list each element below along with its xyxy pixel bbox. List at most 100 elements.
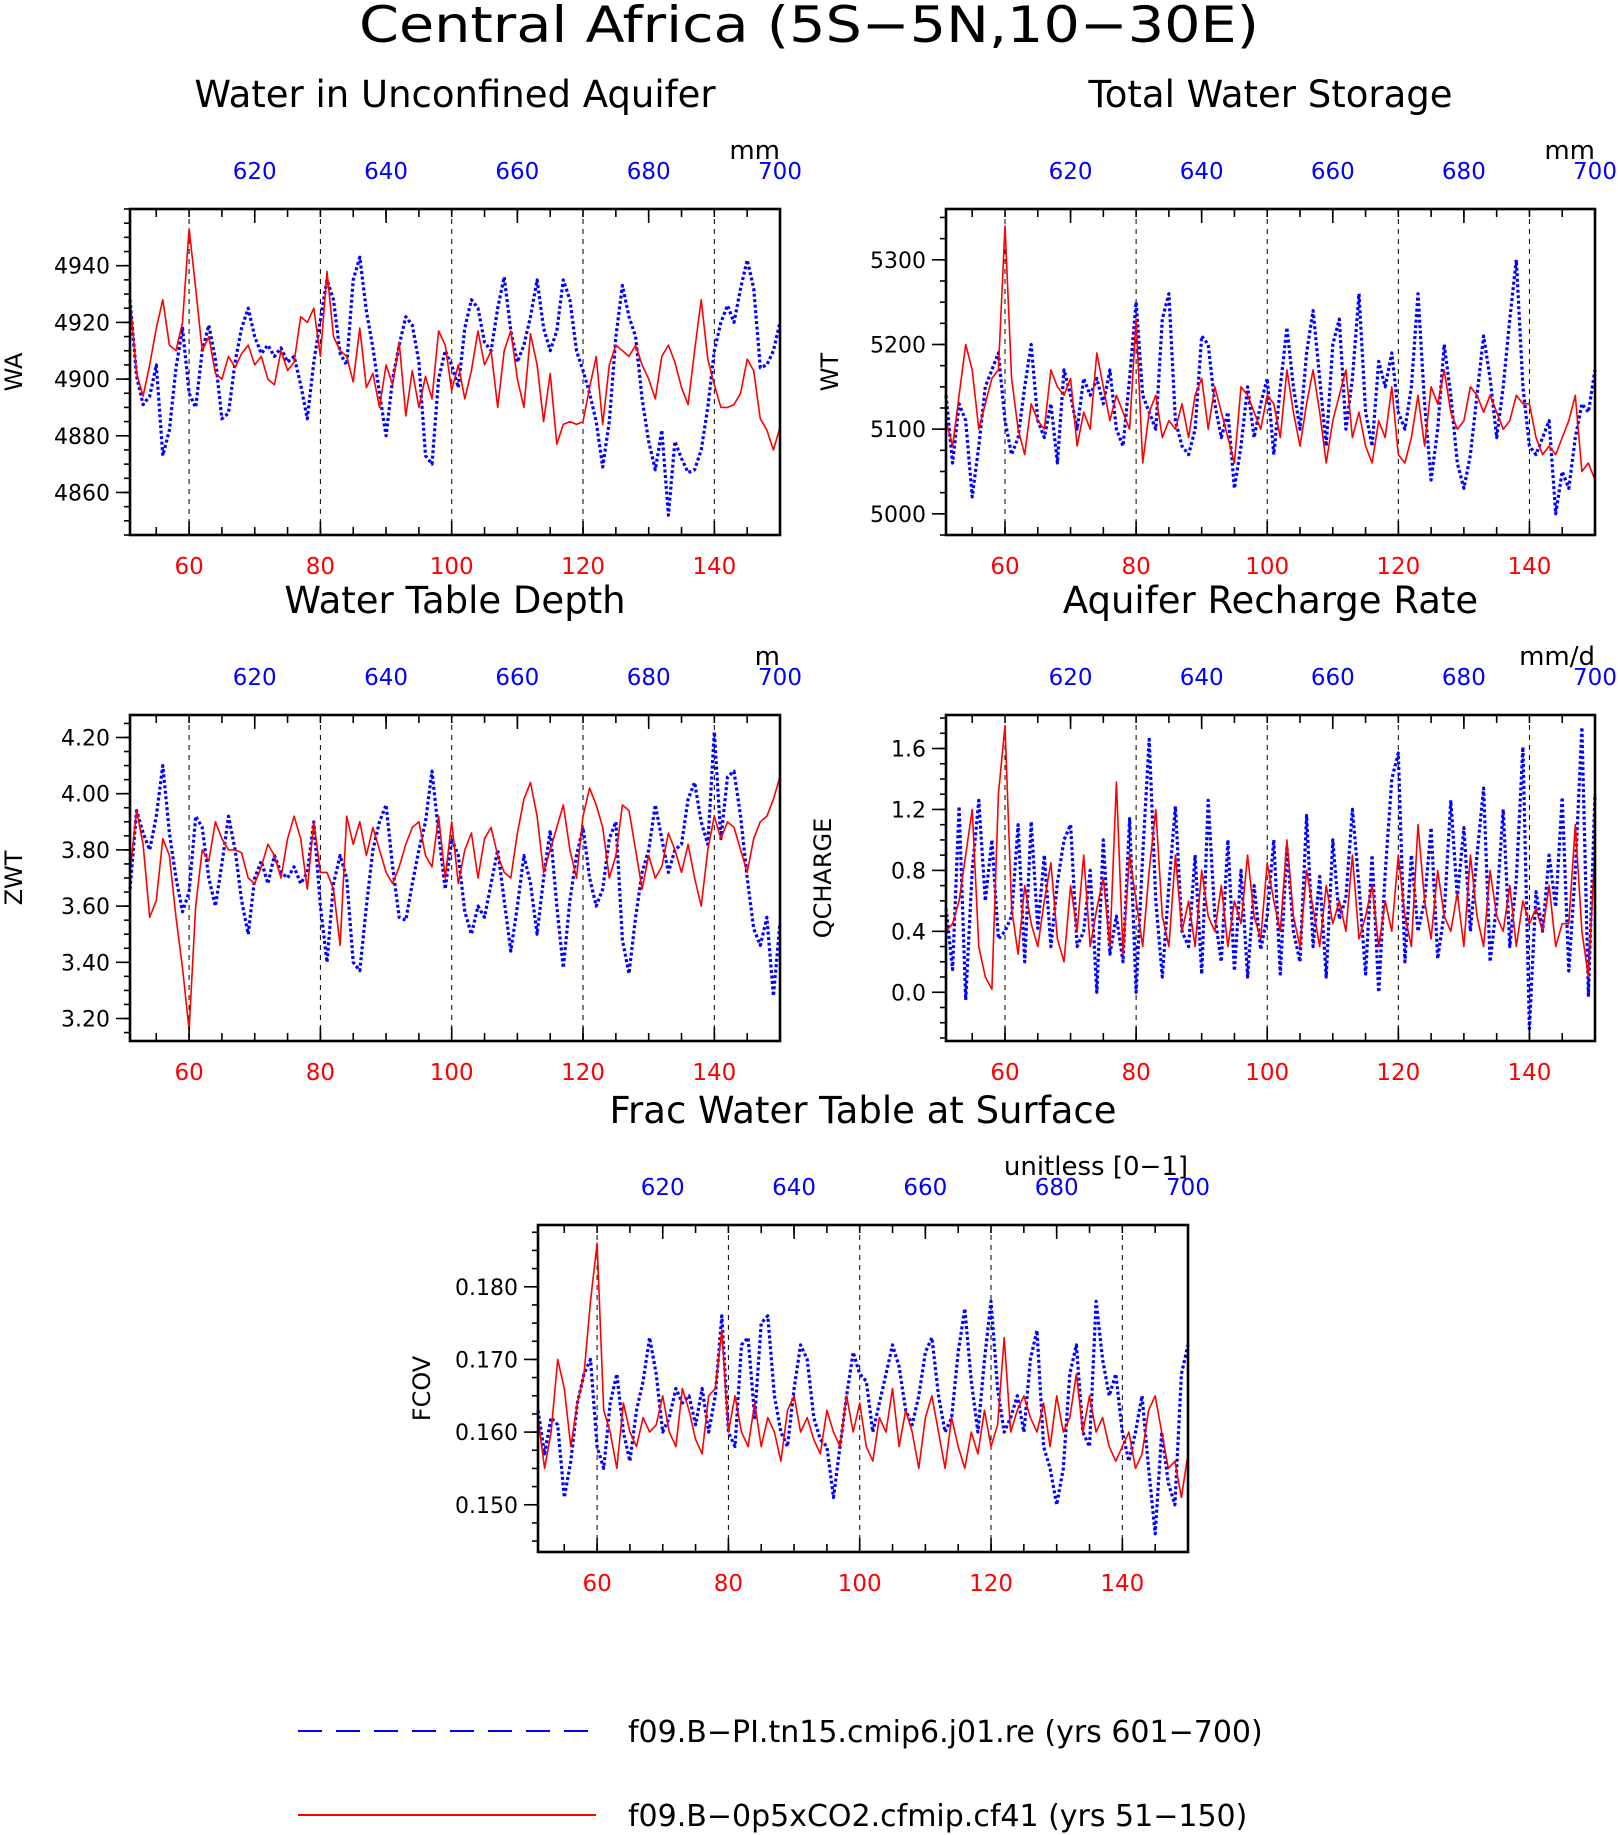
bottom-tick-label-water-table-depth-4: 140 — [692, 1060, 736, 1086]
top-tick-label-total-water-storage-3: 680 — [1442, 159, 1486, 185]
top-tick-label-water-table-depth-1: 640 — [364, 665, 408, 691]
y-tick-label-frac-water-table-3: 0.180 — [455, 1276, 518, 1301]
y-axis-label-water-table-depth: ZWT — [0, 850, 28, 905]
bottom-tick-label-frac-water-table-4: 140 — [1100, 1571, 1144, 1597]
y-tick-label-water-table-depth-4: 4.00 — [61, 783, 110, 808]
y-tick-label-water-in-aquifer-4: 4940 — [54, 255, 110, 280]
legend-label-run2: f09.B−0p5xCO2.cfmip.cf41 (yrs 51−150) — [628, 1799, 1247, 1834]
top-tick-label-water-table-depth-4: 700 — [758, 665, 802, 691]
bottom-tick-label-frac-water-table-3: 120 — [969, 1571, 1013, 1597]
y-tick-label-frac-water-table-0: 0.150 — [455, 1494, 518, 1519]
series-line-total-water-storage-run1 — [944, 258, 1597, 516]
series-line-total-water-storage-run2 — [945, 225, 1596, 481]
panel-title-total-water-storage: Total Water Storage — [1087, 73, 1452, 116]
bottom-tick-label-water-table-depth-1: 80 — [306, 1060, 335, 1086]
panel-aquifer-recharge: Aquifer Recharge Rate mm/d 0.0 0.4 0.8 1.2 1.6… — [809, 579, 1617, 1086]
plot-frame-frac-water-table — [536, 1223, 1190, 1554]
y-axis-label-total-water-storage: WT — [816, 352, 844, 391]
units-label-aquifer-recharge: mm/d — [1519, 642, 1595, 672]
series-line-frac-water-table-run1 — [536, 1299, 1190, 1536]
top-tick-label-water-in-aquifer-0: 620 — [233, 159, 277, 185]
series-line-water-table-depth-run1 — [128, 730, 782, 998]
bottom-tick-label-water-in-aquifer-3: 120 — [561, 554, 605, 580]
figure-title: Central Africa (5S−5N,10−30E) — [359, 0, 1259, 54]
bottom-tick-label-water-in-aquifer-2: 100 — [430, 554, 474, 580]
plot-frame-aquifer-recharge — [944, 713, 1597, 1043]
panels: Water in Unconfined Aquifer mm 4860 4880 490… — [0, 73, 1617, 1597]
bottom-tick-label-water-table-depth-0: 60 — [174, 1060, 203, 1086]
bottom-tick-label-aquifer-recharge-2: 100 — [1245, 1060, 1289, 1086]
y-tick-label-frac-water-table-1: 0.160 — [455, 1421, 518, 1446]
bottom-tick-label-total-water-storage-3: 120 — [1376, 554, 1420, 580]
top-tick-label-water-in-aquifer-1: 640 — [364, 159, 408, 185]
bottom-tick-label-total-water-storage-4: 140 — [1507, 554, 1551, 580]
top-tick-label-aquifer-recharge-2: 660 — [1311, 665, 1355, 691]
top-tick-label-frac-water-table-3: 680 — [1035, 1175, 1079, 1201]
panel-title-frac-water-table: Frac Water Table at Surface — [609, 1089, 1116, 1132]
top-tick-label-water-in-aquifer-3: 680 — [627, 159, 671, 185]
panel-title-water-table-depth: Water Table Depth — [284, 579, 625, 622]
series-line-water-in-aquifer-run1 — [128, 255, 782, 517]
top-tick-label-water-table-depth-3: 680 — [627, 665, 671, 691]
legend: f09.B−PI.tn15.cmip6.j01.re (yrs 601−700)… — [298, 1715, 1263, 1834]
top-tick-label-frac-water-table-0: 620 — [641, 1175, 685, 1201]
plot-frame-total-water-storage — [944, 207, 1597, 537]
bottom-tick-label-aquifer-recharge-3: 120 — [1376, 1060, 1420, 1086]
bottom-tick-label-water-in-aquifer-0: 60 — [174, 554, 203, 580]
y-tick-label-water-table-depth-1: 3.40 — [61, 951, 110, 976]
y-axis-label-aquifer-recharge: QCHARGE — [809, 818, 837, 939]
y-tick-label-water-table-depth-0: 3.20 — [61, 1008, 110, 1033]
panel-title-aquifer-recharge: Aquifer Recharge Rate — [1063, 579, 1478, 622]
top-tick-label-frac-water-table-1: 640 — [772, 1175, 816, 1201]
y-tick-label-water-table-depth-3: 3.80 — [61, 839, 110, 864]
y-tick-label-total-water-storage-3: 5300 — [870, 249, 926, 274]
bottom-tick-label-water-in-aquifer-1: 80 — [306, 554, 335, 580]
top-tick-label-total-water-storage-4: 700 — [1573, 159, 1617, 185]
top-tick-label-frac-water-table-4: 700 — [1166, 1175, 1210, 1201]
bottom-tick-label-total-water-storage-0: 60 — [990, 554, 1019, 580]
panel-total-water-storage: Total Water Storage mm 5000 5100 5200 5300 WT 6… — [816, 73, 1617, 580]
bottom-tick-label-frac-water-table-1: 80 — [714, 1571, 743, 1597]
y-tick-label-water-in-aquifer-3: 4920 — [54, 311, 110, 336]
panel-water-in-aquifer: Water in Unconfined Aquifer mm 4860 4880 490… — [0, 73, 802, 580]
bottom-tick-label-frac-water-table-0: 60 — [582, 1571, 611, 1597]
y-tick-label-aquifer-recharge-3: 1.2 — [891, 798, 926, 823]
top-tick-label-total-water-storage-0: 620 — [1049, 159, 1093, 185]
y-tick-label-water-table-depth-2: 3.60 — [61, 895, 110, 920]
units-label-water-table-depth: m — [755, 642, 780, 672]
units-label-water-in-aquifer: mm — [729, 136, 780, 166]
bottom-tick-label-aquifer-recharge-1: 80 — [1121, 1060, 1150, 1086]
bottom-tick-label-total-water-storage-1: 80 — [1121, 554, 1150, 580]
top-tick-label-water-table-depth-2: 660 — [495, 665, 539, 691]
units-label-total-water-storage: mm — [1544, 136, 1595, 166]
top-tick-label-total-water-storage-1: 640 — [1180, 159, 1224, 185]
y-tick-label-total-water-storage-2: 5200 — [870, 333, 926, 358]
y-tick-label-water-table-depth-5: 4.20 — [61, 726, 110, 751]
top-tick-label-aquifer-recharge-4: 700 — [1573, 665, 1617, 691]
y-axis-label-frac-water-table: FCOV — [408, 1355, 436, 1421]
bottom-tick-label-aquifer-recharge-0: 60 — [990, 1060, 1019, 1086]
plot-frame-water-in-aquifer — [128, 207, 782, 537]
bottom-tick-label-frac-water-table-2: 100 — [838, 1571, 882, 1597]
y-tick-label-total-water-storage-1: 5100 — [870, 418, 926, 443]
panel-title-water-in-aquifer: Water in Unconfined Aquifer — [194, 73, 716, 116]
y-tick-label-total-water-storage-0: 5000 — [870, 503, 926, 528]
y-tick-label-aquifer-recharge-0: 0.0 — [891, 981, 926, 1006]
series-line-water-table-depth-run2 — [129, 776, 781, 1031]
y-axis-label-water-in-aquifer: WA — [0, 352, 28, 391]
y-tick-label-frac-water-table-2: 0.170 — [455, 1348, 518, 1373]
bottom-tick-label-water-table-depth-2: 100 — [430, 1060, 474, 1086]
y-tick-label-water-in-aquifer-2: 4900 — [54, 368, 110, 393]
y-tick-label-aquifer-recharge-4: 1.6 — [891, 738, 926, 763]
units-label-frac-water-table: unitless [0−1] — [1004, 1152, 1188, 1182]
bottom-tick-label-aquifer-recharge-4: 140 — [1507, 1060, 1551, 1086]
panel-frac-water-table: Frac Water Table at Surface unitless [0−1… — [408, 1089, 1210, 1597]
top-tick-label-water-in-aquifer-4: 700 — [758, 159, 802, 185]
top-tick-label-water-in-aquifer-2: 660 — [495, 159, 539, 185]
top-tick-label-frac-water-table-2: 660 — [903, 1175, 947, 1201]
panel-water-table-depth: Water Table Depth m 3.20 3.40 3.60 3.80 4.00 4.… — [0, 579, 802, 1086]
bottom-tick-label-water-in-aquifer-4: 140 — [692, 554, 736, 580]
series-line-water-in-aquifer-run2 — [129, 228, 781, 451]
bottom-tick-label-water-table-depth-3: 120 — [561, 1060, 605, 1086]
